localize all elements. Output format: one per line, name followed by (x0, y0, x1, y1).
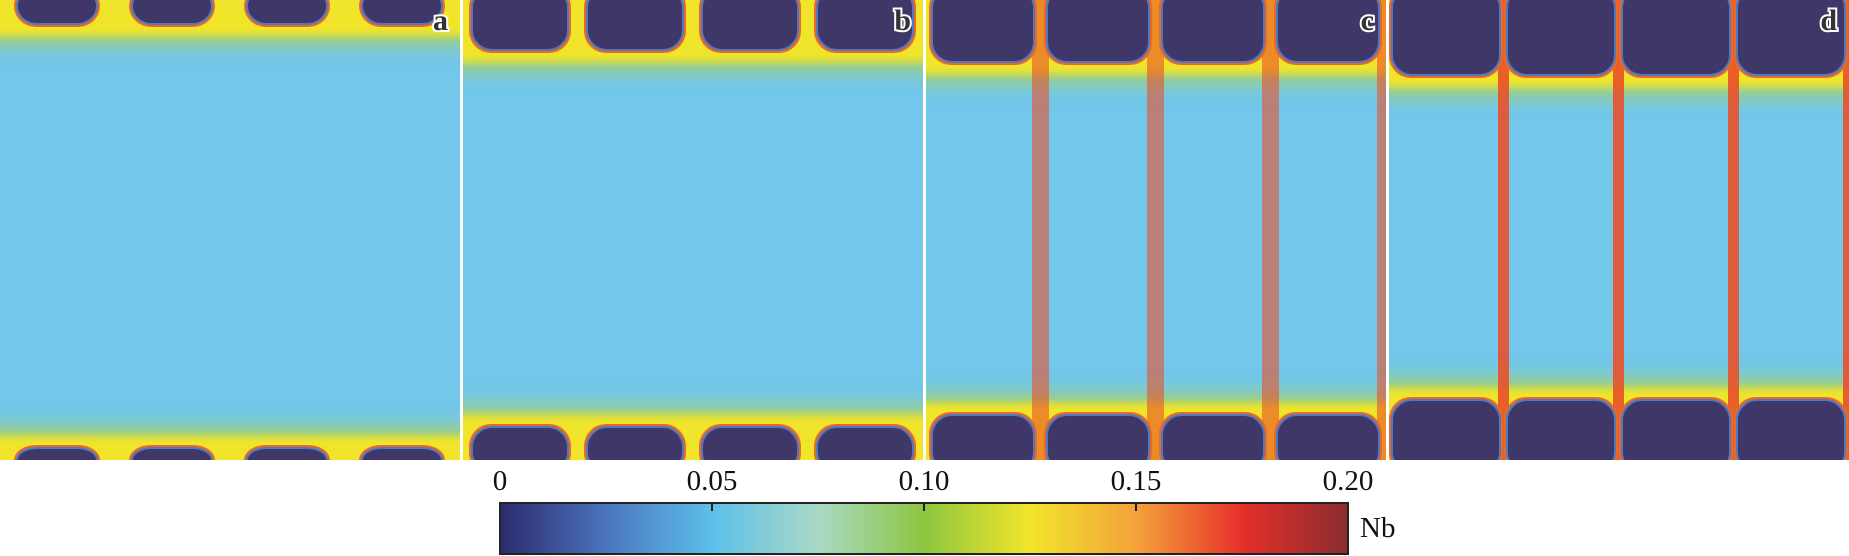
interface (1728, 0, 1739, 460)
precipitate (701, 426, 799, 460)
precipitate (1736, 399, 1846, 460)
precipitate (701, 0, 799, 51)
interface (1377, 0, 1386, 460)
precipitate (1506, 399, 1616, 460)
panel: a (0, 0, 460, 460)
precipitate (931, 414, 1035, 460)
precipitate (471, 0, 569, 51)
interface (1613, 0, 1624, 460)
precipitate (246, 0, 328, 25)
tick-label: 0 (493, 465, 508, 497)
interface (1843, 0, 1849, 460)
precipitate (816, 426, 914, 460)
precipitate (931, 0, 1035, 63)
precipitate (1276, 0, 1380, 63)
precipitate (1046, 414, 1150, 460)
interface (1032, 0, 1049, 460)
background (0, 0, 460, 460)
panel-label: a (433, 4, 448, 37)
interface (1147, 0, 1164, 460)
panel: b (463, 0, 923, 460)
precipitate (1276, 414, 1380, 460)
background (463, 0, 923, 460)
precipitate (361, 447, 443, 460)
precipitate (16, 0, 98, 25)
panel-label: d (1820, 4, 1837, 37)
interface (1498, 0, 1509, 460)
precipitate (586, 0, 684, 51)
precipitate (361, 0, 443, 25)
precipitate (1391, 0, 1501, 76)
precipitate (16, 447, 98, 460)
precipitate (1161, 414, 1265, 460)
tick-label: 0.05 (687, 465, 738, 497)
tick-label: 0.10 (899, 465, 950, 497)
panel-label: c (1361, 4, 1374, 37)
panel-label: b (894, 4, 911, 37)
tick-label: 0.20 (1323, 465, 1374, 497)
precipitate (586, 426, 684, 460)
precipitate (1391, 399, 1501, 460)
precipitate (1621, 399, 1731, 460)
panel: c (926, 0, 1386, 460)
colorbar (499, 502, 1349, 555)
precipitate (1161, 0, 1265, 63)
precipitate (246, 447, 328, 460)
tick-label: 0.15 (1111, 465, 1162, 497)
precipitate (471, 426, 569, 460)
precipitate (1736, 0, 1846, 76)
precipitate (131, 447, 213, 460)
precipitate (1506, 0, 1616, 76)
precipitate (131, 0, 213, 25)
precipitate (1621, 0, 1731, 76)
panel: d (1389, 0, 1849, 460)
interface (1262, 0, 1279, 460)
colorbar-label: Nb (1360, 512, 1395, 544)
precipitate (816, 0, 914, 51)
precipitate (1046, 0, 1150, 63)
